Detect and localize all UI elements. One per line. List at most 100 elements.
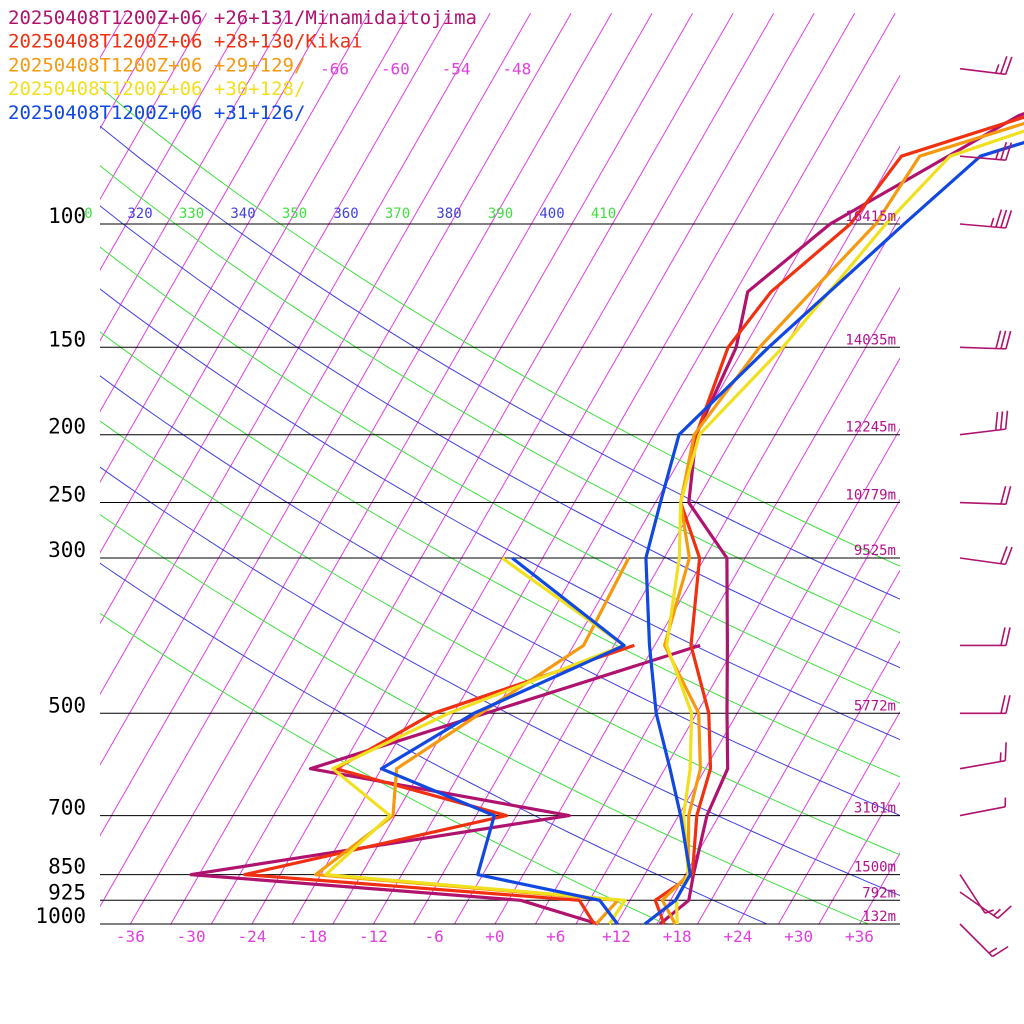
height-label: 1500m [854, 860, 896, 876]
pressure-label: 300 [48, 538, 86, 562]
wind-barb-feather [1000, 209, 1008, 228]
chart-legend-titles: 20250408T1200Z+06 +26+131/Minamidaitojim… [8, 7, 477, 124]
theta-label: 360 [333, 206, 358, 222]
theta-label: 0 [84, 206, 92, 222]
temperature-tick-label: +24 [724, 927, 753, 946]
pressure-label: 700 [48, 796, 86, 820]
wind-barb-feather [1005, 695, 1011, 714]
wind-barb-feather [990, 217, 995, 227]
wind-barb-feather [1000, 141, 1008, 160]
pressure-label: 250 [48, 483, 86, 507]
isotherm-line [941, 13, 1024, 924]
theta-label: 330 [179, 206, 204, 222]
isotherm-line [100, 13, 410, 554]
wind-barb-shaft [959, 428, 1006, 436]
isotherm-line [100, 13, 126, 59]
isotherm-line [100, 13, 532, 766]
temperature-tick-label: +6 [546, 927, 565, 946]
wind-barb-feather [999, 546, 1008, 564]
wind-barb-feather [993, 908, 1001, 917]
legend-title-line: 20250408T1200Z+06 +28+130/Kikai [8, 31, 363, 53]
temperature-tick-label: -12 [359, 927, 388, 946]
wind-barb-feather [1005, 486, 1012, 505]
temperature-profile [660, 121, 1024, 925]
height-label: 5772m [854, 698, 896, 714]
isobar-lines [100, 223, 900, 925]
isotherm-line [100, 13, 369, 484]
isotherm-line [100, 13, 613, 908]
upper-temperature-label: -60 [381, 60, 410, 79]
isotherm-line [332, 13, 856, 924]
wind-barb-feather [1000, 330, 1007, 349]
upper-temperature-label: -66 [320, 60, 349, 79]
height-label: 9525m [854, 543, 896, 559]
isotherm-line [494, 215, 900, 924]
theta-curve [100, 86, 900, 567]
isotherm-line [100, 13, 248, 271]
pressure-label: 925 [48, 880, 86, 904]
legend-title-line: 20250408T1200Z+06 +26+131/Minamidaitojim… [8, 7, 477, 29]
wind-barb-feather [995, 150, 1000, 160]
isotherm-line [100, 13, 288, 342]
wind-barb-feather [1005, 330, 1012, 350]
wind-barb-feather [1000, 695, 1006, 714]
isotherm-grid [0, 13, 1024, 924]
theta-curve [100, 165, 900, 634]
theta-curve [100, 466, 900, 897]
height-label: 14035m [845, 332, 896, 348]
wind-barb-feather [1004, 56, 1013, 75]
isotherm-line [210, 13, 734, 924]
isotherm-line [778, 710, 900, 924]
temperature-profile [653, 115, 1024, 925]
height-label: 16415m [845, 209, 896, 225]
isotherm-line [100, 13, 572, 837]
wind-barbs [959, 56, 1013, 958]
dewpoint-profile [379, 556, 626, 925]
theta-curve [100, 205, 900, 669]
temperature-tick-label: +36 [845, 927, 874, 946]
sounding-profiles [189, 111, 1024, 926]
legend-title-line: 20250408T1200Z+06 +30+128/ [8, 78, 305, 100]
temperature-profile [643, 140, 1024, 926]
wind-barb-shaft [959, 346, 1006, 350]
theta-curve [100, 246, 900, 704]
theta-curve [100, 513, 869, 924]
temperature-tick-label: -30 [177, 927, 206, 946]
wind-barb-shaft [959, 67, 1006, 76]
temperature-tick-label: +18 [663, 927, 692, 946]
pressure-label: 1000 [35, 904, 86, 928]
wind-barb-feather [1000, 627, 1006, 646]
height-label: 3101m [854, 801, 896, 817]
wind-barb-feather [994, 64, 1000, 74]
wind-barb-feather [997, 905, 1012, 919]
wind-barb-feather [1004, 742, 1007, 761]
temperature-tick-label: -6 [425, 927, 444, 946]
isotherm-line [697, 569, 900, 924]
theta-curve [100, 562, 768, 924]
theta-label: 400 [539, 206, 564, 222]
isotherm-line [291, 13, 815, 924]
pressure-label: 150 [48, 327, 86, 351]
wind-barb-shaft [959, 557, 1006, 566]
dewpoint-profile [243, 643, 635, 925]
temperature-tick-label: -36 [116, 927, 145, 946]
pressure-label: 100 [48, 204, 86, 228]
height-label: 12245m [845, 420, 896, 436]
temperature-tick-label: -18 [298, 927, 327, 946]
isotherm-line [0, 13, 45, 924]
upper-temperature-label: -48 [502, 60, 531, 79]
theta-label: 380 [436, 206, 461, 222]
temperature-tick-label: -24 [237, 927, 266, 946]
isotherm-line [129, 13, 653, 924]
wind-barb-feather [994, 411, 999, 431]
legend-title-line: 20250408T1200Z+06 +31+126/ [8, 102, 305, 124]
theta-label: 410 [591, 206, 616, 222]
theta-curve [100, 331, 900, 778]
isotherm-line [372, 13, 896, 924]
isotherm-line [100, 13, 329, 413]
theta-curve [100, 612, 666, 924]
wind-barb-shaft [959, 923, 994, 958]
isotherm-line [575, 357, 900, 924]
theta-label: 390 [488, 206, 513, 222]
wind-barb-feather [988, 947, 998, 954]
